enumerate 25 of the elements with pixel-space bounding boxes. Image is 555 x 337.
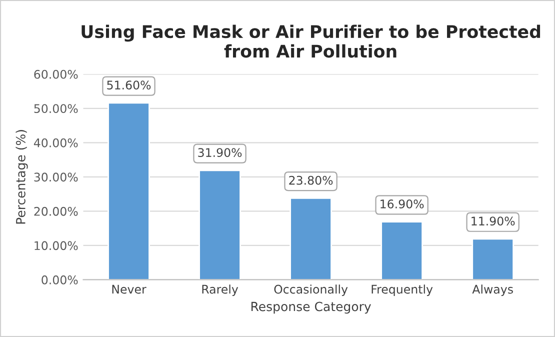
y-tick-label: 60.00% xyxy=(34,70,78,79)
y-tick-label: 50.00% xyxy=(34,104,78,114)
bar xyxy=(380,221,423,280)
data-label: 23.80% xyxy=(289,176,333,185)
y-tick-label: 40.00% xyxy=(34,138,78,148)
y-tick-label: 10.00% xyxy=(34,241,78,250)
y-tick-label: 30.00% xyxy=(34,172,78,182)
x-tick-label: Rarely xyxy=(202,284,238,296)
data-label: 11.90% xyxy=(472,216,515,226)
chart-title: Using Face Mask or Air Purifier to be Protected from Air Pollution xyxy=(82,24,540,58)
bar xyxy=(290,197,332,280)
y-tick-label: 20.00% xyxy=(34,206,78,216)
x-tick-label: Always xyxy=(472,284,513,296)
data-label: 16.90% xyxy=(380,199,424,208)
x-axis-title: Response Category xyxy=(251,302,371,314)
data-label: 51.60% xyxy=(107,80,151,90)
bar xyxy=(108,102,150,280)
x-tick-label: Frequently xyxy=(372,284,433,296)
bar xyxy=(198,170,241,280)
x-tick-label: Never xyxy=(112,284,146,294)
y-axis-title: Percentage (%) xyxy=(16,130,28,224)
y-tick-label: 0.00% xyxy=(42,275,78,284)
bar xyxy=(472,238,514,280)
x-tick-label: Occasionally xyxy=(274,284,348,296)
data-label: 31.90% xyxy=(198,148,242,158)
